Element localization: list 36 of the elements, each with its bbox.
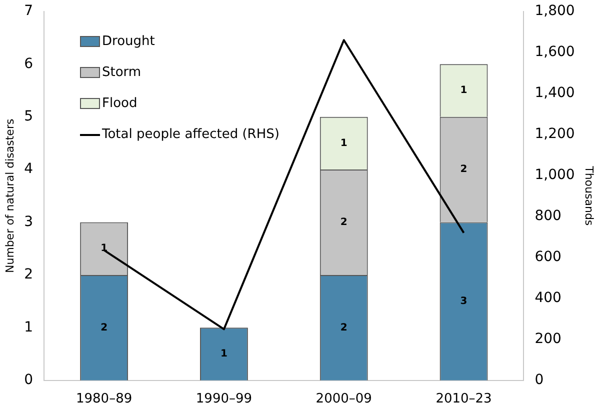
x-tick-label: 2010–23 bbox=[436, 392, 492, 407]
y-tick-label: 3 bbox=[24, 214, 34, 230]
y2-tick-label: 1,200 bbox=[534, 126, 575, 142]
y2-tick-label: 800 bbox=[534, 208, 562, 224]
y2-tick-label: 1,600 bbox=[534, 44, 575, 60]
y2-tick-label: 1,400 bbox=[534, 85, 575, 102]
y2-tick-label: 0 bbox=[534, 372, 544, 388]
data-label: 2 bbox=[460, 164, 468, 176]
y2-tick-label: 1,000 bbox=[534, 167, 575, 184]
y-axis-title: Number of natural disasters bbox=[3, 118, 16, 273]
y-tick-label: 0 bbox=[24, 372, 34, 388]
y2-tick-label: 200 bbox=[534, 331, 562, 348]
y2-axis-title: Thousands bbox=[582, 165, 596, 226]
x-tick-label: 1980–89 bbox=[76, 392, 132, 407]
legend-label: Storm bbox=[102, 65, 142, 80]
y2-tick-label: 400 bbox=[534, 290, 562, 306]
y-tick-label: 4 bbox=[24, 161, 34, 178]
legend-label: Flood bbox=[102, 96, 138, 111]
data-label: 3 bbox=[460, 296, 468, 307]
y-tick-label: 2 bbox=[24, 266, 34, 283]
legend-label: Drought bbox=[102, 34, 155, 49]
data-label: 1 bbox=[340, 138, 348, 149]
y2-tick-label: 600 bbox=[534, 249, 562, 266]
data-label: 2 bbox=[340, 322, 348, 334]
y2-tick-label: 1,800 bbox=[534, 3, 575, 20]
y-tick-label: 5 bbox=[24, 108, 34, 124]
y-tick-label: 1 bbox=[24, 319, 34, 336]
x-tick-label: 1990–99 bbox=[196, 392, 252, 407]
data-label: 2 bbox=[100, 322, 108, 334]
x-tick-label: 2000–09 bbox=[316, 392, 372, 407]
y-tick-label: 7 bbox=[24, 3, 34, 20]
data-label: 2 bbox=[340, 216, 348, 228]
data-label: 1 bbox=[460, 85, 468, 96]
y-tick-label: 6 bbox=[24, 56, 34, 72]
data-label: 1 bbox=[220, 348, 228, 360]
legend-label: Total people affected (RHS) bbox=[102, 127, 280, 142]
